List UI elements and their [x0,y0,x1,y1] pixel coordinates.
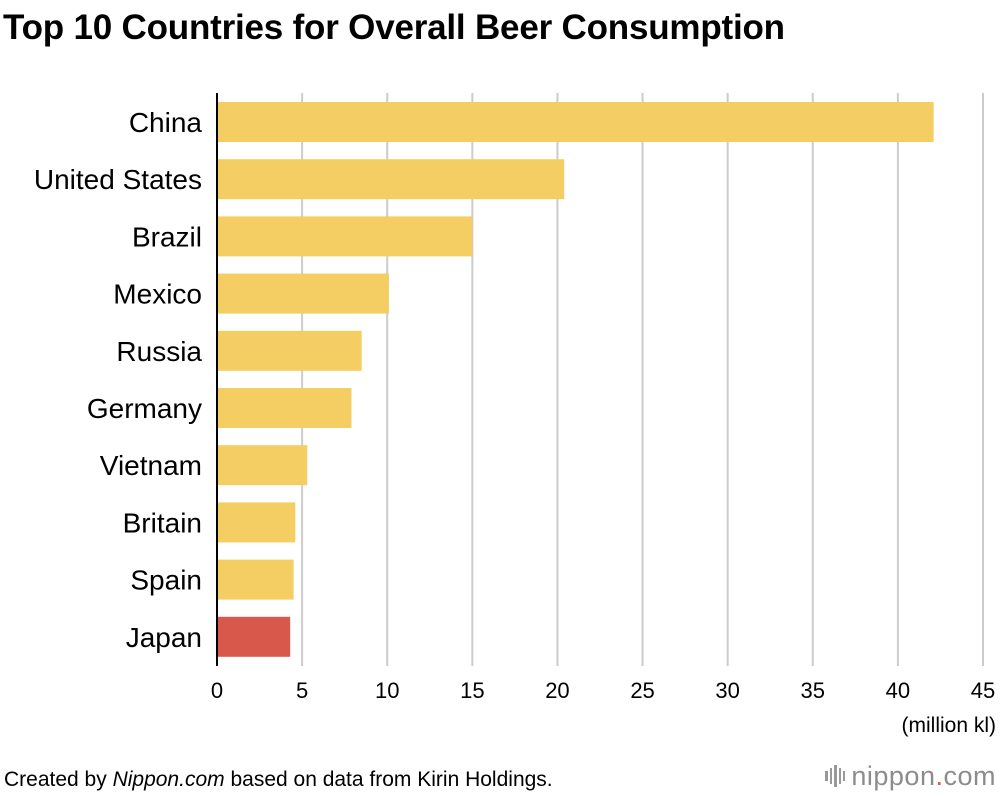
x-tick-45: 45 [971,678,995,703]
nippon-barcode-icon [825,764,846,788]
credit-site: Nippon.com [112,768,225,791]
x-tick-25: 25 [630,678,654,703]
logo-wordmark: nippon.com [851,760,996,791]
category-label-britain: Britain [123,507,202,538]
bar-germany [217,388,352,428]
bar-united-states [217,159,565,200]
x-tick-5: 5 [296,678,308,703]
bar-mexico [217,273,389,314]
category-label-japan: Japan [126,622,202,653]
nippon-logo: nippon.com [825,760,996,792]
credit-prefix: Created by [4,768,113,791]
bar-chart: China United States Brazil Mexico Russia Germ… [34,93,997,737]
chart-title: Top 10 Countries for Overall Beer Consum… [3,8,785,47]
category-label-united-states: United States [34,164,202,195]
category-label-mexico: Mexico [113,279,202,310]
bar-japan [217,616,291,657]
bar-brazil [217,216,473,257]
x-tick-15: 15 [460,678,484,703]
bar-russia [217,330,362,371]
category-labels: China United States Brazil Mexico Russia Germ… [34,107,203,653]
category-label-vietnam: Vietnam [100,450,202,481]
bar-vietnam [217,445,308,486]
x-tick-40: 40 [886,678,910,703]
bars [217,102,934,657]
category-label-china: China [129,107,203,138]
x-axis-unit-label: (million kl) [902,714,997,737]
x-tick-35: 35 [801,678,825,703]
x-tick-20: 20 [545,678,569,703]
bar-britain [217,502,296,543]
x-tick-0: 0 [211,678,223,703]
bar-china [217,102,934,142]
category-label-brazil: Brazil [132,221,202,252]
x-tick-labels: 0 5 10 15 20 25 30 35 40 45 [211,678,995,703]
x-tick-30: 30 [715,678,739,703]
source-credit: Created by Nippon.com based on data from… [4,768,553,792]
bar-spain [217,559,294,600]
category-label-germany: Germany [87,393,202,424]
x-tick-10: 10 [375,678,399,703]
category-label-russia: Russia [116,336,202,367]
category-label-spain: Spain [130,565,202,596]
credit-suffix: based on data from Kirin Holdings. [224,768,553,791]
